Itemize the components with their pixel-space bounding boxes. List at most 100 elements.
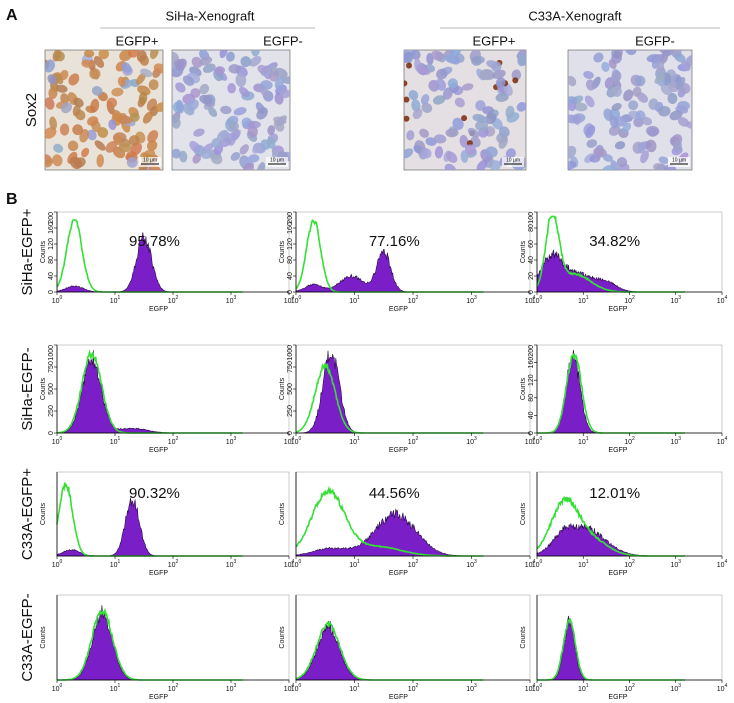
- x-tick-label: 102: [168, 295, 179, 305]
- nucleus: [568, 161, 577, 170]
- nucleus: [208, 107, 218, 118]
- tick-base: 10: [624, 298, 632, 305]
- scale-bar-label: 10 µm: [506, 157, 520, 163]
- y-tick-label: 40: [48, 272, 55, 280]
- nucleus: [660, 83, 673, 96]
- x-tick-label: 104: [525, 436, 536, 446]
- tick-base: 10: [525, 439, 533, 446]
- y-axis-label: Counts: [279, 240, 286, 263]
- nucleus: [52, 154, 63, 167]
- nucleus: [654, 72, 666, 84]
- nucleus: [240, 56, 252, 68]
- x-tick-label: 103: [466, 683, 477, 693]
- tick-base: 10: [466, 439, 474, 446]
- tick-base: 10: [717, 562, 725, 569]
- x-tick-label: 100: [532, 559, 543, 569]
- x-axis-label: EGFP: [149, 694, 168, 701]
- nucleus: [460, 150, 469, 163]
- y-axis-label: Counts: [279, 626, 286, 649]
- tick-exp: 0: [540, 683, 543, 689]
- x-tick-label: 100: [291, 683, 302, 693]
- nucleus: [568, 96, 578, 104]
- tick-exp: 0: [540, 559, 543, 565]
- tick-base: 10: [349, 298, 357, 305]
- tick-base: 10: [284, 439, 292, 446]
- nucleus: [273, 116, 287, 125]
- nucleus: [106, 97, 118, 108]
- histogram: 100 101 102 103 104EGFPCounts02040608010034.…: [520, 211, 728, 313]
- x-tick-label: 102: [408, 559, 419, 569]
- nucleus: [669, 110, 683, 121]
- histogram: 100 101 102 103 104EGFPCounts040801201602009…: [40, 211, 295, 313]
- percent-label: 44.56%: [369, 485, 420, 502]
- tick-exp: 4: [292, 559, 295, 565]
- x-axis-label: EGFP: [608, 694, 627, 701]
- nucleus: [129, 112, 140, 122]
- x-axis-label: EGFP: [608, 570, 627, 577]
- tick-exp: 1: [586, 683, 589, 689]
- nucleus: [126, 156, 138, 168]
- nucleus: [573, 102, 588, 112]
- nucleus: [517, 53, 526, 67]
- x-tick-label: 104: [284, 559, 295, 569]
- nucleus: [516, 101, 526, 112]
- x-tick-label: 104: [717, 559, 728, 569]
- x-tick-label: 102: [624, 683, 635, 693]
- tick-exp: 2: [176, 559, 179, 565]
- nucleus: [611, 70, 622, 83]
- nucleus: [266, 137, 276, 149]
- nucleus: [435, 78, 447, 91]
- tick-base: 10: [110, 298, 118, 305]
- tick-base: 10: [226, 298, 234, 305]
- tick-exp: 0: [60, 559, 63, 565]
- tick-exp: 1: [357, 559, 360, 565]
- nucleus: [658, 106, 671, 117]
- nucleus: [214, 66, 226, 75]
- nucleus: [406, 130, 415, 141]
- nucleus: [274, 76, 285, 89]
- tick-exp: 4: [725, 436, 728, 442]
- nucleus: [251, 50, 260, 57]
- tick-base: 10: [525, 686, 533, 693]
- nucleus: [459, 134, 469, 148]
- nucleus: [128, 50, 141, 58]
- nucleus: [54, 51, 65, 62]
- tick-base: 10: [624, 562, 632, 569]
- nucleus: [226, 51, 235, 62]
- nucleus: [67, 140, 79, 152]
- y-tick-label: 80: [528, 224, 535, 232]
- nucleus: [73, 97, 84, 108]
- nucleus: [485, 112, 497, 125]
- nucleus: [228, 64, 241, 74]
- tick-base: 10: [670, 298, 678, 305]
- nucleus: [227, 83, 236, 94]
- tick-base: 10: [168, 686, 176, 693]
- tick-base: 10: [349, 439, 357, 446]
- tick-exp: 1: [586, 436, 589, 442]
- nucleus: [444, 54, 456, 64]
- tick-base: 10: [284, 562, 292, 569]
- tick-exp: 0: [60, 295, 63, 301]
- y-tick-label: 750: [48, 361, 55, 373]
- nucleus: [83, 50, 95, 58]
- nucleus: [657, 50, 671, 55]
- nucleus: [585, 79, 596, 91]
- tick-exp: 1: [357, 436, 360, 442]
- tick-exp: 4: [292, 436, 295, 442]
- tick-base: 10: [284, 686, 292, 693]
- nucleus: [583, 71, 594, 79]
- nucleus: [220, 105, 232, 115]
- y-tick-label: 100: [528, 212, 535, 224]
- nucleus: [495, 92, 509, 102]
- cells: [172, 50, 290, 170]
- x-axis-label: EGFP: [149, 306, 168, 313]
- nucleus: [673, 52, 686, 63]
- tick-base: 10: [578, 686, 586, 693]
- tick-base: 10: [466, 562, 474, 569]
- nucleus: [641, 116, 653, 126]
- y-tick-label: 200: [48, 212, 55, 224]
- tick-exp: 2: [632, 683, 635, 689]
